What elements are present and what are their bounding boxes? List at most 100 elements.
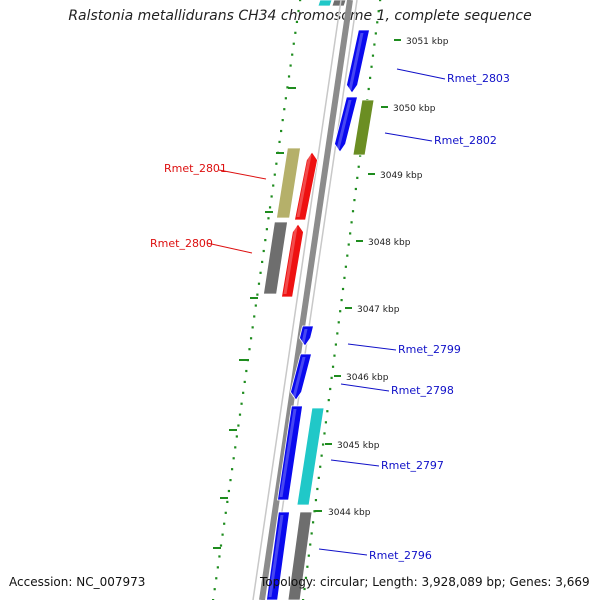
inner-dot-track	[224, 511, 227, 514]
gene-arrow-rmet-2799-body	[299, 325, 315, 347]
inner-dot-track	[256, 293, 259, 296]
gene-arrow-rmet-2801-highlight	[296, 155, 312, 217]
gene-labels: Rmet_2803 Rmet_2802 Rmet_2801 Rmet_2800 …	[150, 68, 510, 562]
outer-dot-track	[356, 176, 359, 179]
inner-dot-track	[292, 42, 295, 45]
inner-dot-track	[249, 337, 253, 340]
gene-leader-line	[206, 242, 253, 254]
inner-dot-track	[262, 249, 265, 253]
inner-dot-track	[216, 566, 219, 569]
inner-dot-track	[272, 184, 275, 187]
ruler-label-3046: 3046 kbp	[346, 373, 389, 383]
backbone-edge-line	[252, 0, 342, 600]
outer-dot-track	[307, 554, 310, 557]
gene-arrow-rmet-2801	[294, 151, 318, 221]
gene-arrow-rmet-2798	[290, 353, 313, 401]
gene-arrow-rmet-2797-highlight	[279, 409, 297, 497]
inner-dot-track	[254, 304, 257, 307]
inner-dot-track	[215, 577, 218, 580]
outer-dot-track	[351, 210, 355, 213]
gene-arrow-rmet-2796-body	[266, 511, 290, 600]
cog-block	[276, 147, 301, 219]
inner-dot-track	[261, 260, 264, 264]
gene-track	[266, 29, 370, 600]
genome-stats-text: Topology: circular; Length: 3,928,089 bp…	[260, 575, 590, 589]
gene-leader-line	[218, 169, 267, 180]
gene-arrow-rmet-2798-body	[290, 353, 313, 401]
inner-dot-track	[248, 348, 251, 351]
cog-block	[352, 99, 375, 156]
gene-arrow-rmet-2802	[334, 96, 359, 153]
gene-arrow-rmet-2801-body	[294, 151, 318, 221]
outer-dot-track	[326, 410, 329, 413]
inner-dot-track	[230, 468, 234, 471]
inner-dot-track	[287, 75, 291, 78]
gene-arrow-rmet-2802-highlight	[336, 100, 352, 149]
gene-leader-line	[340, 383, 390, 392]
outer-dot-track	[350, 221, 353, 224]
ruler-label-3049: 3049 kbp	[380, 171, 423, 181]
outer-dot-track	[376, 21, 379, 24]
inner-dot-track	[221, 533, 224, 536]
inner-dot-track	[218, 555, 221, 558]
outer-dot-track	[331, 365, 335, 368]
gene-arrow-rmet-2800	[281, 223, 304, 298]
outer-dot-track	[317, 476, 320, 479]
outer-dot-track	[329, 387, 332, 391]
outer-dot-track	[311, 521, 315, 524]
inner-dot-track	[232, 457, 235, 460]
outer-dot-track	[379, 0, 382, 2]
inner-dot-track	[270, 195, 273, 198]
outer-dot-track	[330, 376, 333, 379]
inner-dot-track	[295, 20, 299, 24]
inner-dot-track	[226, 500, 229, 504]
inner-dot-track	[253, 315, 256, 318]
gene-arrow-rmet-2796-highlight	[268, 515, 284, 597]
cog-block	[317, 0, 333, 7]
outer-dot-track	[337, 321, 340, 324]
cog-block	[263, 221, 288, 295]
inner-dot-track	[237, 424, 240, 427]
outer-dot-track	[369, 76, 372, 79]
map-title: Ralstonia metallidurans CH34 chromosome …	[68, 8, 532, 24]
gene-label-rmet-2796: Rmet_2796	[369, 549, 432, 562]
ruler-dot-tracks	[212, 0, 401, 600]
inner-dot-track	[273, 173, 276, 176]
outer-dot-track	[344, 265, 347, 268]
inner-dot-track	[284, 97, 287, 100]
inner-dot-track	[240, 402, 243, 405]
gene-arrow-rmet-2803	[346, 29, 370, 94]
inner-dot-track	[275, 162, 278, 165]
gene-arrow-rmet-2797-body	[277, 405, 303, 501]
gene-label-rmet-2801: Rmet_2801	[164, 162, 227, 175]
outer-dot-track	[371, 54, 375, 57]
outer-dot-track	[321, 443, 325, 446]
outer-dot-track	[359, 154, 362, 157]
outer-dot-track	[313, 510, 316, 513]
inner-dot-track	[264, 239, 267, 242]
gene-leader-line	[384, 132, 433, 142]
outer-dot-track	[349, 232, 352, 235]
outer-dot-track	[353, 199, 356, 202]
cog-block	[331, 0, 347, 7]
cog-block	[287, 511, 313, 600]
inner-dot-track	[280, 129, 283, 133]
gene-label-rmet-2802: Rmet_2802	[434, 134, 497, 147]
inner-dot-track	[235, 435, 238, 438]
gene-arrow-rmet-2800-body	[281, 223, 304, 298]
inner-dot-track	[257, 282, 261, 285]
outer-dot-track	[333, 354, 336, 357]
inner-dot-track	[283, 108, 286, 111]
inner-dot-track	[294, 31, 297, 34]
inner-dot-track	[281, 119, 284, 122]
gene-arrow-rmet-2796	[266, 511, 290, 600]
outer-dot-track	[341, 287, 345, 291]
outer-dot-track	[314, 499, 318, 502]
inner-dot-track	[267, 217, 270, 220]
inner-dot-track	[251, 326, 254, 329]
inner-dot-track	[259, 271, 262, 274]
outer-dot-track	[377, 10, 380, 13]
gene-leader-line	[396, 68, 446, 80]
gene-label-rmet-2799: Rmet_2799	[398, 343, 461, 356]
